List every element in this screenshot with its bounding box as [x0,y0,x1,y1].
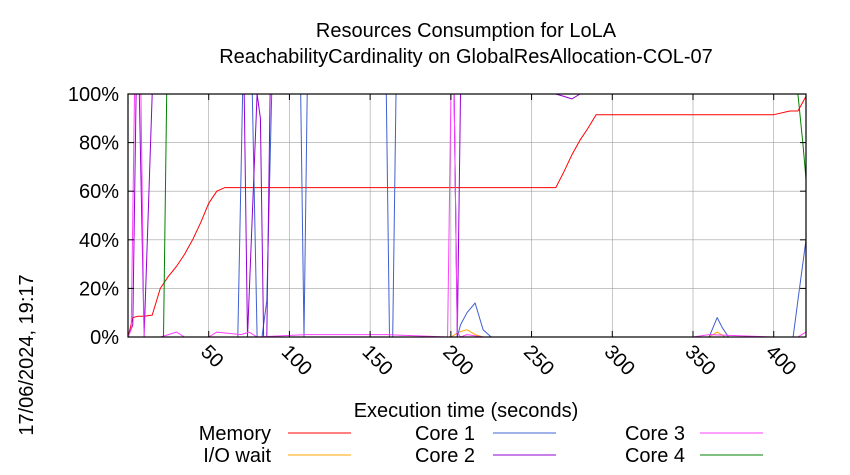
y-tick-label: 80% [79,133,119,155]
x-tick-label: 100 [277,341,316,380]
timestamp: 17/06/2024, 19:17 [16,274,38,435]
series-lines [127,93,807,338]
series-line-core-3 [127,93,807,338]
series-line-core-4 [128,93,807,338]
chart-subtitle: ReachabilityCardinality on GlobalResAllo… [219,46,713,68]
y-tick-label: 0% [90,327,119,349]
y-tick-label: 40% [79,230,119,252]
x-tick-label: 50 [196,341,227,372]
legend-label-core-1: Core 1 [415,423,475,445]
chart-title: Resources Consumption for LoLA [316,20,617,42]
x-tick-label: 250 [519,341,558,380]
legend-label-memory: Memory [199,423,271,445]
series-line-memory [127,96,807,338]
legend-label-i-o-wait: I/O wait [203,445,271,467]
grid [128,93,806,338]
series-line-core-2 [127,93,806,338]
y-tick-label: 20% [79,278,119,300]
y-ticks: 0% 20% 40% 60% 80% 100% [68,84,806,349]
x-tick-label: 400 [761,341,800,380]
legend-label-core-2: Core 2 [415,445,475,467]
x-tick-label: 200 [438,341,477,380]
legend-label-core-3: Core 3 [625,423,685,445]
x-tick-label: 350 [680,341,719,380]
x-tick-label: 300 [600,341,639,380]
series-line-i-o-wait [128,329,806,338]
y-tick-label: 100% [68,84,119,106]
plot-frame [127,93,807,338]
legend-label-core-4: Core 4 [625,445,685,467]
x-axis-label: Execution time (seconds) [354,400,579,422]
series-line-core-1 [128,93,807,338]
y-tick-label: 60% [79,181,119,203]
x-tick-label: 150 [358,341,397,380]
